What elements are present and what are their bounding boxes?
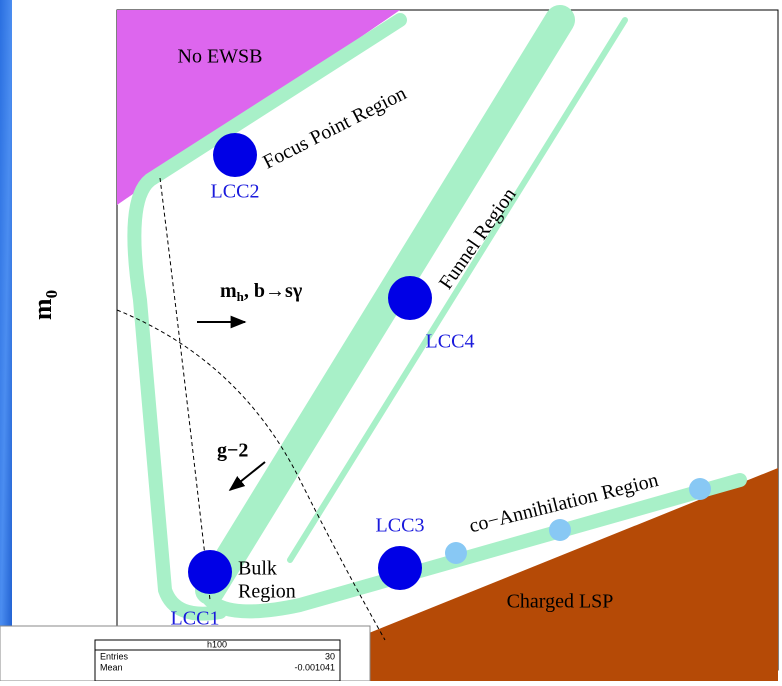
stats-box: h100 Entries 30 Mean -0.001041 [0,626,370,681]
region-label: Region [238,581,296,603]
stats-value: -0.001041 [294,662,335,672]
region-label: Charged LSP [507,591,614,613]
side-strip [0,0,12,681]
axis-label: m [28,298,57,320]
region-label: Bulk [238,558,277,580]
stats-title: h100 [207,639,227,649]
constraint-label: mh, b→sγ [220,280,303,304]
constraint-label: , b→sγ [244,280,303,302]
stats-key: Mean [100,662,123,672]
axis-label: 0 [42,290,61,299]
point-label: LCC3 [376,515,425,537]
constraint-label: g−2 [217,440,248,462]
constraint-label: m [220,280,237,302]
page: No EWSB Focus Point Region Funnel Region… [0,0,782,681]
point-label: LCC4 [426,331,475,353]
stats-key: Entries [100,651,129,661]
stats-value: 30 [325,651,335,661]
point-label: LCC2 [211,181,260,203]
region-label: No EWSB [178,46,263,68]
